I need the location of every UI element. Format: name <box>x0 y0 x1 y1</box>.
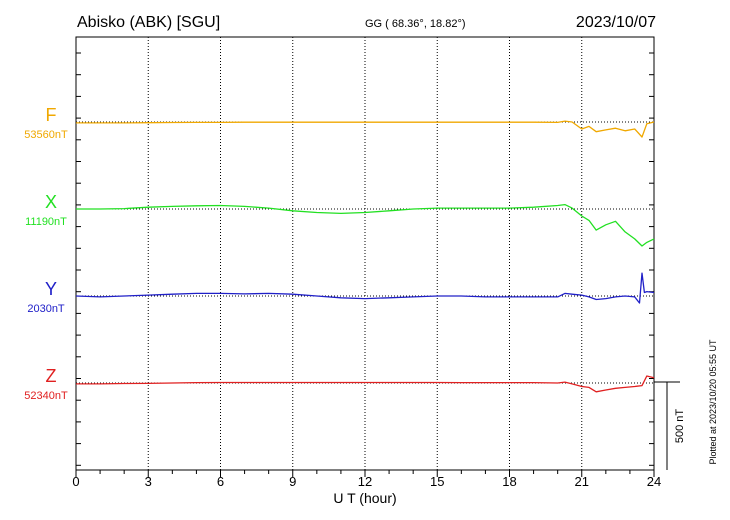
station-title: Abisko (ABK) [SGU] <box>77 14 220 31</box>
series-layer: F 53560nT X 11190nT Y 2030nT Z 52340nT <box>24 105 655 402</box>
x-tick-label: 3 <box>145 474 152 489</box>
series-label-x: X <box>45 192 57 212</box>
x-axis-label: U T (hour) <box>333 490 396 506</box>
x-tick-label: 0 <box>72 474 79 489</box>
series-line-y <box>75 272 655 304</box>
baseline-value-z: 52340nT <box>24 390 68 402</box>
scale-bar-label: 500 nT <box>674 409 686 444</box>
x-tick-label: 21 <box>575 474 589 489</box>
series-label-f: F <box>46 105 57 125</box>
x-tick-label: 18 <box>502 474 516 489</box>
x-tick-label: 24 <box>647 474 661 489</box>
date-label: 2023/10/07 <box>576 14 656 31</box>
scale-bar: 500 nT <box>654 381 686 470</box>
x-tick-label: 15 <box>430 474 444 489</box>
coordinates-label: GG ( 68.36°, 18.82°) <box>365 18 466 30</box>
plotted-timestamp: Plotted at 2023/10/20 05:55 UT <box>708 339 718 465</box>
series-line-x <box>76 203 655 247</box>
x-axis-tick-labels: 0 3 6 9 12 15 18 21 24 <box>72 474 661 489</box>
series-line-z <box>76 375 655 393</box>
baseline-value-y: 2030nT <box>27 303 65 315</box>
x-tick-label: 6 <box>217 474 224 489</box>
x-axis-ticks <box>75 52 655 477</box>
series-line-f <box>76 120 655 138</box>
series-label-z: Z <box>46 366 57 386</box>
chart-grid <box>147 37 583 470</box>
baseline-value-f: 53560nT <box>24 129 68 141</box>
x-tick-label: 12 <box>358 474 372 489</box>
baseline-value-x: 11190nT <box>25 216 67 228</box>
x-tick-label: 9 <box>289 474 296 489</box>
series-label-y: Y <box>45 279 57 299</box>
